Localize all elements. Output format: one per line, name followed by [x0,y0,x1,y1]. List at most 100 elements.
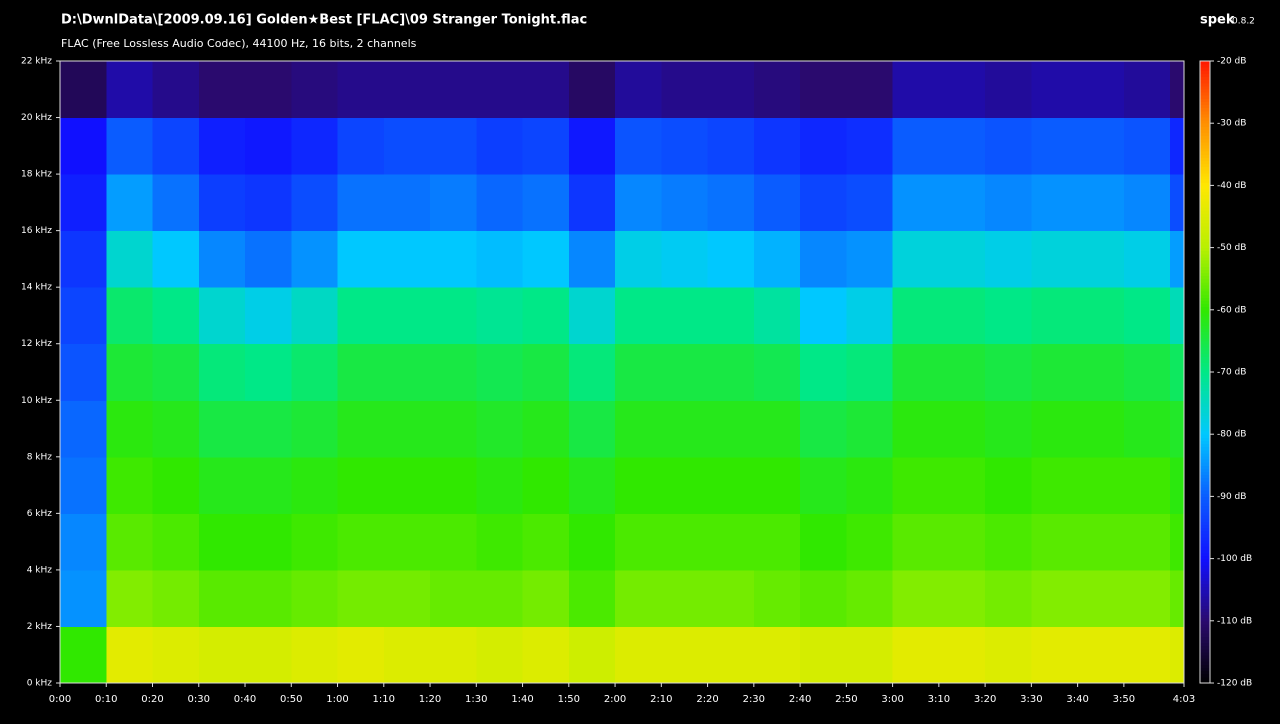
spectrogram-cell [198,343,246,401]
spectrogram-cell [846,174,894,232]
x-tick-label: 3:10 [928,694,950,705]
colorbar-strip [1200,182,1210,186]
colorbar-strip [1200,515,1210,519]
spectrogram-cell [60,287,107,345]
spectrogram-cell [291,626,339,684]
spectrogram-cell [800,456,847,514]
spectrogram-cell [800,343,847,401]
colorbar-strip [1200,347,1210,351]
spectrogram-cell [198,287,246,345]
colorbar-strip [1200,194,1210,199]
spectrogram-cell [383,343,431,401]
spectrogram-cell [707,626,755,684]
colorbar-strip [1200,614,1210,619]
colorbar-strip [1200,64,1210,68]
colorbar-strip [1200,340,1210,345]
colorbar-strip [1200,459,1210,463]
colorbar-strip [1200,564,1210,569]
colorbar-strip [1200,88,1210,93]
spectrogram-cell [245,61,292,119]
spectrogram-cell [337,343,385,401]
spectrogram-cell [1170,230,1185,288]
spectrogram-cell [1077,343,1125,401]
colorbar-strip [1200,110,1210,115]
spectrogram-cell [1077,61,1125,119]
colorbar-strip [1200,365,1210,370]
spectrogram-cell [661,456,709,514]
colorbar-strip [1200,316,1210,320]
plot-frame [59,60,1185,684]
y-tick-label: 20 kHz [21,113,52,123]
spectrogram-cell [568,230,616,288]
colorbar-tick-label: -80 dB [1217,430,1246,440]
spectrogram-cell [430,61,477,119]
spectrogram-cell [753,626,801,684]
colorbar-strip [1200,673,1210,678]
spectrogram-cell [846,343,894,401]
spectrogram-cell [383,626,431,684]
colorbar-strip [1200,250,1210,255]
colorbar-tick-label: -70 dB [1217,368,1246,378]
spectrogram-cell [707,117,755,175]
spectrogram-cell [985,117,1032,175]
colorbar-tick-label: -30 dB [1217,119,1246,129]
x-tick-label: 1:30 [465,694,487,705]
spectrogram-cell [106,287,154,345]
spectrogram-cell [1031,343,1079,401]
colorbar-strip [1200,328,1210,333]
colorbar-strip [1200,166,1210,171]
spectrogram-cell [615,626,662,684]
colorbar-strip [1200,483,1210,488]
colorbar-strip [1200,372,1210,376]
spectrogram-cell [985,230,1032,288]
spectrogram-cell [1031,230,1079,288]
spectrogram-cell [291,287,339,345]
colorbar-strip [1200,123,1210,127]
colorbar-strip [1200,322,1210,326]
spectrogram-cell [152,174,200,232]
colorbar-strip [1200,403,1210,407]
spectrogram-cell [800,61,847,119]
colorbar-strip [1200,630,1210,634]
spectrogram-cell [106,456,154,514]
spectrogram-cell [1170,117,1185,175]
colorbar-strip [1200,443,1210,448]
spectrogram-cell [430,456,477,514]
colorbar-strip [1200,188,1210,193]
spectrogram-cell [291,343,339,401]
colorbar-strip [1200,337,1210,342]
colorbar-strip [1200,176,1210,180]
spectrogram-cell [1077,230,1125,288]
spectrogram-cell [615,230,662,288]
spectrogram-cell [383,400,431,458]
spectrogram-cell [661,569,709,627]
spectrogram-cell [245,174,292,232]
spectrogram-cell [938,117,986,175]
colorbar-tick-label: -20 dB [1217,57,1246,67]
spectrogram-cell [568,626,616,684]
spectrogram-cell [753,569,801,627]
spectrogram-cell [892,174,940,232]
spectrogram-cell [198,174,246,232]
spectrogram-cell [568,569,616,627]
spectrogram-cell [985,626,1032,684]
spectrogram-cell [522,117,570,175]
colorbar-strip [1200,536,1210,541]
spectrogram-cell [892,456,940,514]
colorbar-strip [1200,393,1210,398]
spectrogram-cell [383,513,431,571]
spectrogram-cell [615,513,662,571]
spectrogram-cell [1170,174,1185,232]
spectrogram-cell [152,343,200,401]
colorbar-strip [1200,471,1210,476]
x-tick-label: 2:40 [789,694,811,705]
spectrogram-cell [753,400,801,458]
spectrogram-cell [106,569,154,627]
spectrogram-cell [245,400,292,458]
colorbar-tick-label: -100 dB [1217,554,1252,564]
spectrogram-cell [430,230,477,288]
colorbar-strip [1200,409,1210,413]
colorbar-strip [1200,437,1210,441]
spectrogram-cell [892,343,940,401]
colorbar-strip [1200,446,1210,451]
